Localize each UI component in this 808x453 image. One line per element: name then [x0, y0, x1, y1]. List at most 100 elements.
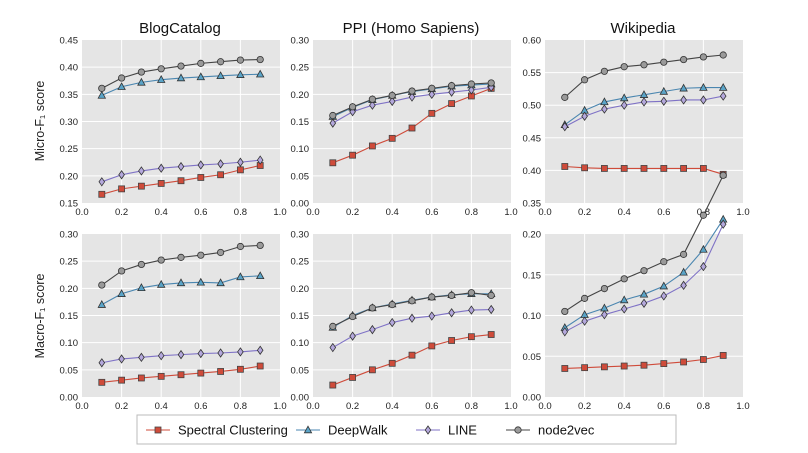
y-tick-label: 0.30 — [291, 230, 310, 241]
data-point — [216, 71, 225, 80]
data-point — [718, 82, 728, 91]
data-point — [581, 164, 588, 172]
data-point — [217, 58, 225, 66]
y-tick-label: 0.05 — [523, 352, 542, 363]
data-point — [236, 56, 244, 64]
data-point — [117, 82, 126, 90]
data-point — [369, 324, 376, 335]
y-tick-label: 0.45 — [60, 36, 79, 47]
x-tick-label: 0.0 — [538, 401, 551, 412]
panel-6: 0.00 0.05 0.10 0.15 0.20 0.0 0.2 0.4 0.6 0.8 1.0 — [523, 171, 750, 412]
data-point — [329, 322, 337, 330]
x-tick-label: 0.2 — [578, 207, 591, 218]
x-tick-label: 0.8 — [465, 401, 478, 412]
data-point — [428, 89, 436, 100]
x-tick-label: 0.4 — [386, 207, 399, 218]
data-point — [157, 180, 165, 187]
legend-marker-diamond — [424, 425, 432, 435]
data-point — [157, 351, 165, 361]
data-point — [561, 163, 569, 170]
data-point — [660, 58, 668, 66]
data-point — [408, 124, 416, 132]
data-point — [177, 253, 185, 261]
data-point — [368, 366, 376, 374]
data-point — [581, 364, 588, 372]
data-point — [349, 151, 357, 159]
x-tick-label: 0.0 — [306, 207, 319, 218]
data-point — [620, 165, 628, 172]
x-tick-label: 0.2 — [115, 401, 128, 412]
data-point — [176, 73, 186, 82]
data-point — [197, 348, 205, 359]
data-point — [448, 87, 455, 97]
series-spectral-clustering — [561, 352, 727, 372]
data-point — [329, 111, 337, 120]
data-point — [197, 174, 205, 181]
data-point — [487, 331, 495, 338]
data-point — [700, 261, 707, 272]
data-point — [217, 248, 225, 257]
data-point — [118, 170, 125, 180]
data-point — [329, 118, 337, 128]
y-tick-label: 0.15 — [291, 117, 310, 128]
y-tick-label: 0.35 — [523, 199, 542, 210]
data-point — [487, 291, 495, 299]
data-point — [699, 82, 708, 91]
data-point — [97, 90, 107, 99]
panel-4: 0.00 0.05 0.10 0.15 0.20 0.25 0.30 0.0 0.2 0.4 0.6… — [60, 230, 287, 413]
x-tick-label: 0.6 — [425, 401, 438, 412]
data-point — [601, 309, 608, 320]
legend-item-spectral-clustering: Spectral Clustering — [146, 423, 288, 438]
x-tick-label: 0.4 — [386, 401, 399, 412]
y-tick-label: 0.00 — [291, 199, 310, 210]
series-line — [561, 219, 727, 337]
y-tick-label: 0.25 — [291, 63, 310, 74]
data-point — [620, 275, 628, 283]
data-point — [216, 278, 225, 287]
data-point — [640, 361, 648, 369]
data-point — [487, 79, 495, 87]
y-tick-label: 0.15 — [291, 311, 310, 322]
data-point — [256, 155, 264, 165]
data-point — [137, 260, 145, 269]
data-point — [217, 159, 224, 169]
y-tick-label: 0.05 — [291, 365, 310, 376]
data-point — [197, 369, 205, 377]
series-node2vec — [561, 51, 727, 101]
data-point — [157, 372, 165, 380]
data-point — [700, 356, 707, 363]
data-point — [487, 304, 495, 315]
y-tick-label: 0.50 — [523, 101, 542, 112]
data-point — [329, 159, 337, 167]
legend-item-deepwalk: DeepWalk — [296, 423, 388, 438]
legend-frame — [136, 414, 677, 445]
data-point — [408, 87, 416, 95]
data-point — [639, 289, 649, 298]
data-point — [256, 362, 264, 370]
y-tick-label: 0.15 — [60, 199, 79, 210]
y-tick-label: 0.20 — [291, 284, 310, 295]
data-point — [620, 362, 628, 370]
y-tick-label: 0.20 — [60, 284, 79, 295]
series-node2vec — [329, 289, 495, 330]
data-point — [561, 93, 569, 101]
series-spectral-clustering — [329, 331, 495, 389]
data-point — [118, 354, 125, 364]
legend-item-line: LINE — [416, 423, 477, 438]
data-point — [137, 68, 145, 76]
data-point — [217, 368, 225, 375]
x-tick-label: 1.0 — [504, 401, 517, 412]
data-point — [368, 95, 376, 103]
data-point — [408, 92, 416, 102]
data-point — [699, 211, 708, 219]
data-point — [348, 312, 357, 321]
data-point — [97, 299, 107, 308]
series-spectral-clustering — [98, 362, 264, 386]
data-point — [98, 177, 106, 187]
data-point — [217, 171, 225, 179]
data-point — [640, 61, 648, 69]
series-node2vec — [329, 79, 495, 120]
data-point — [601, 363, 608, 371]
data-point — [388, 317, 396, 328]
y-tick-label: 0.00 — [291, 393, 310, 404]
